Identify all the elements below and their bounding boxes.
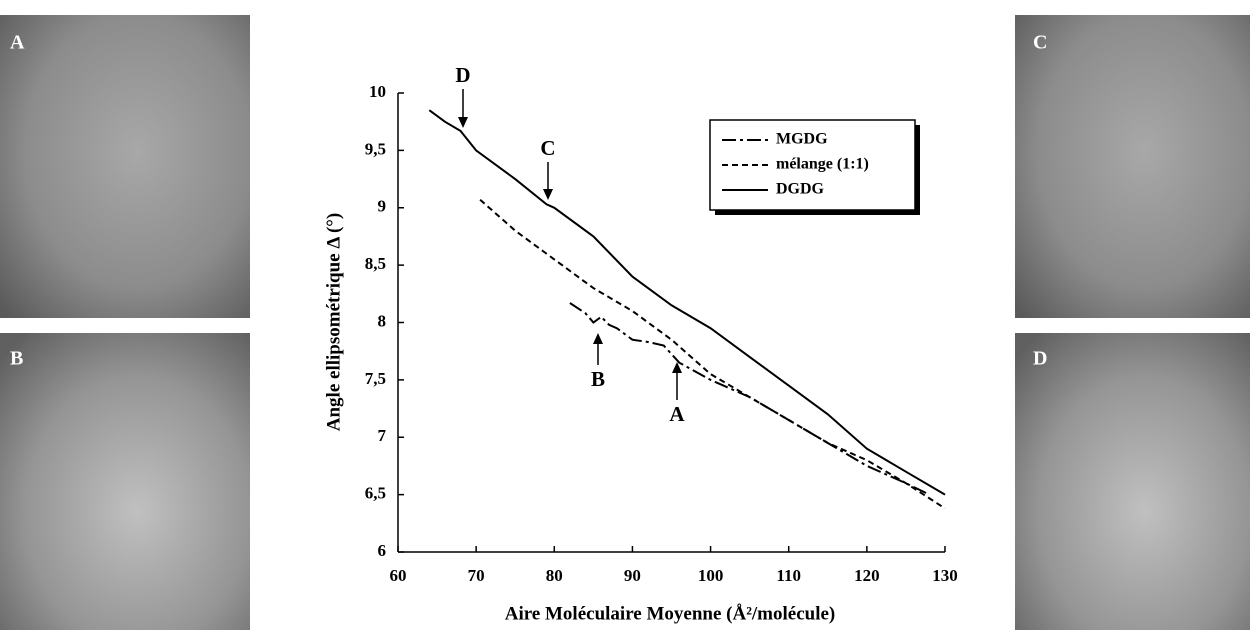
y-tick-label: 6,5 xyxy=(365,484,386,503)
y-tick-label: 9 xyxy=(378,197,387,216)
y-tick-label: 6 xyxy=(378,541,387,560)
x-tick-label: 90 xyxy=(624,566,641,585)
y-tick-label: 10 xyxy=(369,82,386,101)
series-line xyxy=(479,198,946,510)
annotation: B xyxy=(591,367,605,391)
annotation: D xyxy=(455,63,470,87)
y-axis-label: Angle ellipsométrique Δ (°) xyxy=(323,213,344,431)
annotation: C xyxy=(540,136,555,160)
annotation-arrowhead xyxy=(458,117,468,128)
x-tick-label: 100 xyxy=(698,566,724,585)
panel-label: C xyxy=(1033,32,1047,54)
legend-label: DGDG xyxy=(776,181,825,198)
annotation-arrowhead xyxy=(543,189,553,200)
series-line xyxy=(569,302,930,496)
annotation-arrowhead xyxy=(593,333,603,344)
panel-label: B xyxy=(10,348,23,370)
annotation: A xyxy=(669,402,685,426)
x-tick-label: 130 xyxy=(932,566,958,585)
x-tick-label: 80 xyxy=(546,566,563,585)
y-tick-label: 8 xyxy=(378,311,387,330)
y-tick-label: 7,5 xyxy=(365,369,386,388)
image-panel xyxy=(0,333,250,630)
image-panel xyxy=(1015,15,1250,318)
y-tick-label: 8,5 xyxy=(365,254,386,273)
x-tick-label: 120 xyxy=(854,566,880,585)
image-panel xyxy=(1015,333,1250,630)
x-tick-label: 70 xyxy=(468,566,485,585)
x-tick-label: 110 xyxy=(776,566,801,585)
y-tick-label: 7 xyxy=(378,426,387,445)
panel-label: D xyxy=(1033,348,1047,370)
series-line xyxy=(428,109,946,496)
x-tick-label: 60 xyxy=(390,566,407,585)
x-axis-label: Aire Moléculaire Moyenne (Å²/molécule) xyxy=(505,603,836,624)
image-panel xyxy=(0,15,250,318)
legend-label: mélange (1:1) xyxy=(776,156,869,173)
panel-label: A xyxy=(10,32,25,54)
y-tick-label: 9,5 xyxy=(365,139,386,158)
annotation-arrowhead xyxy=(672,362,682,373)
legend-label: MGDG xyxy=(776,131,828,148)
